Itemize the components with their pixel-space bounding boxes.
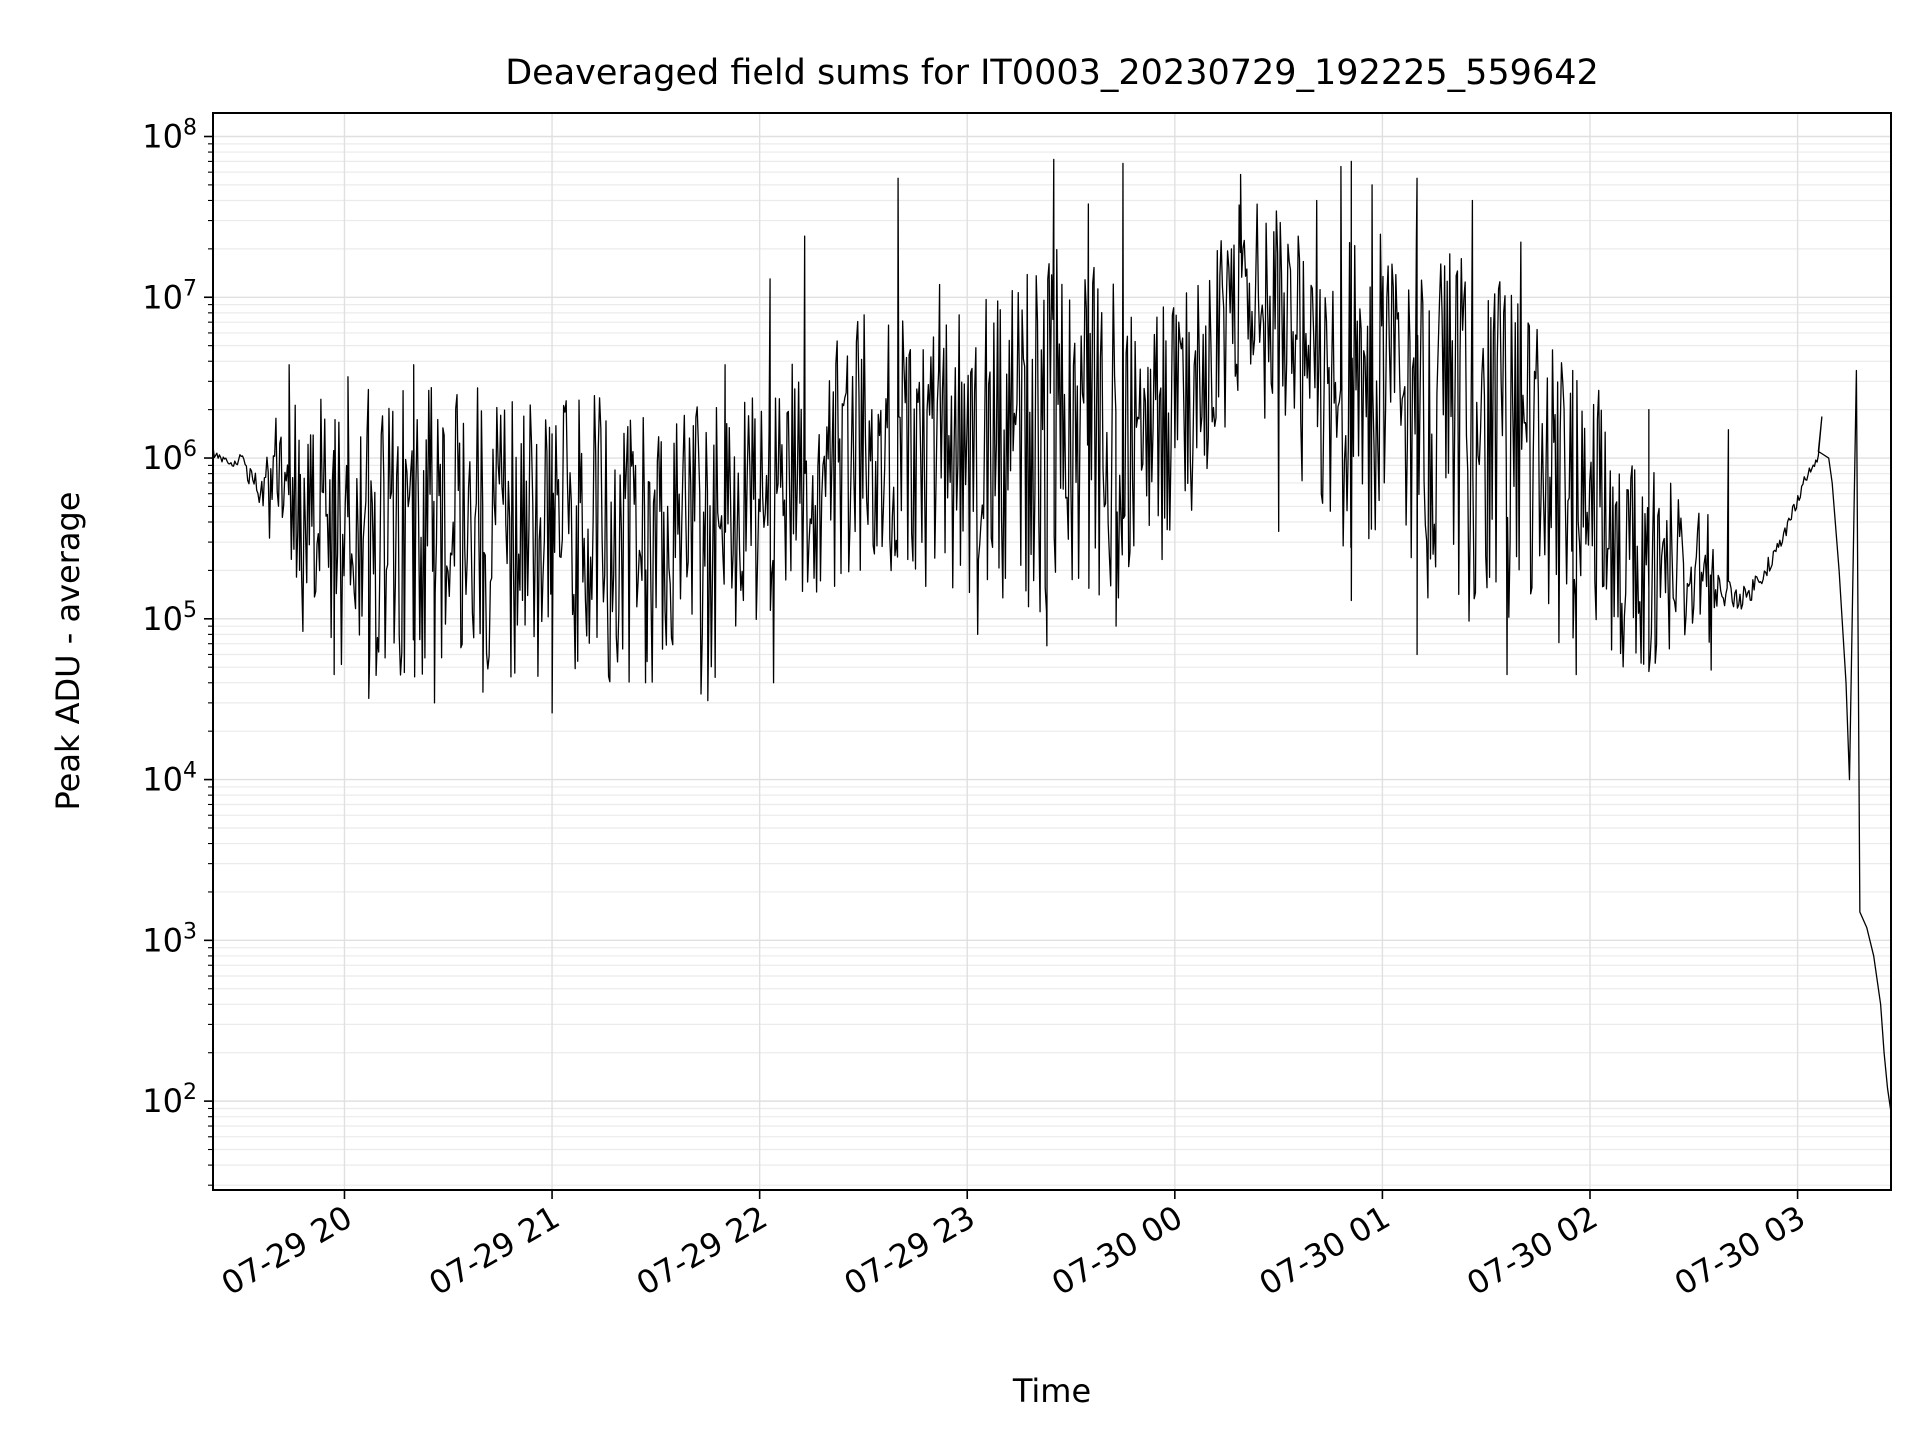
x-axis-label: Time xyxy=(1012,1372,1091,1410)
y-tick-label: 104 xyxy=(142,759,197,799)
y-tick-label: 106 xyxy=(142,437,197,477)
y-tick-label: 105 xyxy=(142,598,197,638)
plot-frame xyxy=(212,112,1892,1191)
y-tick-label: 102 xyxy=(142,1080,197,1120)
y-tick-label: 107 xyxy=(142,276,197,316)
grid xyxy=(213,113,1891,1190)
plot-area xyxy=(212,158,1892,1113)
y-axis-label: Peak ADU - average xyxy=(49,492,87,811)
chart-title: Deaveraged field sums for IT0003_2023072… xyxy=(505,53,1599,93)
y-tick-label: 103 xyxy=(142,919,197,959)
series-line xyxy=(212,158,1892,1113)
y-tick-label: 108 xyxy=(142,115,197,155)
